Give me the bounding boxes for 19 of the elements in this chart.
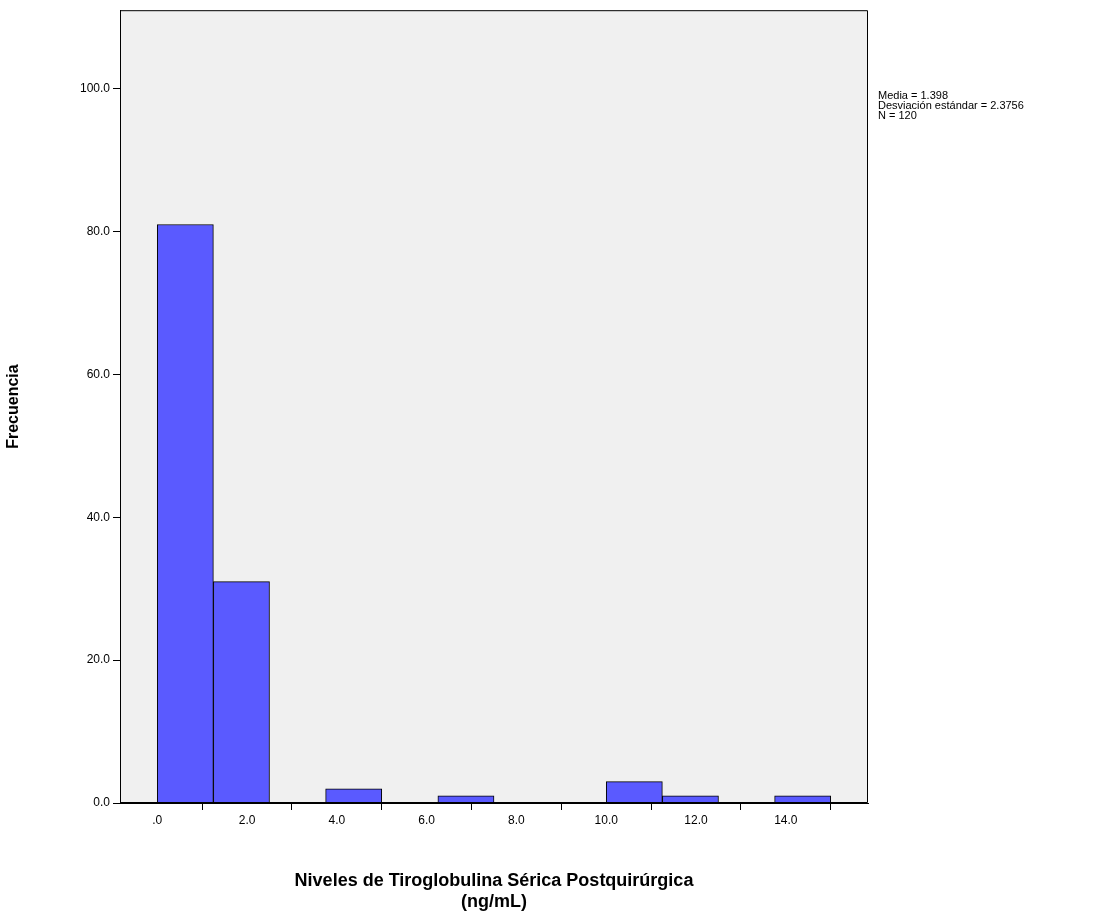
y-axis-title: Frecuencia (4, 364, 22, 449)
y-tick-label: 0.0 (93, 795, 111, 810)
y-tick-label: 60.0 (86, 366, 111, 381)
x-tick-label: 12.0 (684, 812, 709, 827)
x-tick-label: 8.0 (508, 812, 526, 827)
x-tick-label: 6.0 (418, 812, 436, 827)
y-tick-label: 100.0 (79, 81, 111, 96)
x-tick-label: 4.0 (328, 812, 346, 827)
text: N = 120 (878, 108, 917, 121)
x-tick-label: 14.0 (774, 812, 798, 827)
text: Media = 1.398 (878, 88, 949, 101)
x-axis-title: Niveles de Tiroglobulina Sérica Postquirúrgica (ng/mL) (294, 869, 695, 912)
text: Desviación estándar = 2.3756 (878, 98, 1024, 111)
x-tick-label: .0 (152, 812, 163, 827)
y-tick-label: 20.0 (86, 652, 111, 667)
x-tick-label: 10.0 (594, 812, 619, 827)
y-tick-label: 40.0 (86, 509, 111, 524)
y-tick-label: 80.0 (86, 223, 111, 238)
x-tick-label: 2.0 (238, 812, 256, 827)
